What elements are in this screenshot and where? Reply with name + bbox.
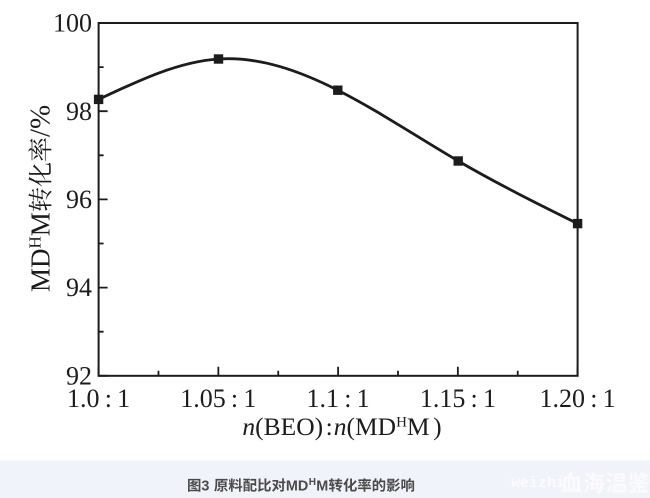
svg-text:98: 98	[66, 97, 92, 126]
svg-text:M: M	[316, 479, 328, 495]
svg-text:MD: MD	[286, 479, 308, 495]
svg-text:weizhi: weizhi	[511, 475, 565, 492]
svg-text:1.0 : 1: 1.0 : 1	[67, 384, 130, 413]
svg-text:1.15 : 1: 1.15 : 1	[420, 384, 496, 413]
svg-text:/%: /%	[25, 105, 57, 137]
svg-text:92: 92	[66, 361, 92, 390]
svg-text:96: 96	[66, 185, 92, 214]
svg-text:1.1 : 1: 1.1 : 1	[307, 384, 370, 413]
svg-text:3: 3	[201, 479, 209, 495]
svg-text:H: H	[309, 477, 316, 488]
svg-text:94: 94	[66, 273, 92, 302]
svg-text:1.05 : 1: 1.05 : 1	[180, 384, 256, 413]
svg-text:n(BEO):n(MDHM): n(BEO):n(MDHM)	[242, 412, 441, 441]
svg-text:MDHM: MDHM	[26, 212, 56, 292]
svg-text:100: 100	[53, 9, 92, 38]
svg-text:1.20 : 1: 1.20 : 1	[540, 384, 616, 413]
